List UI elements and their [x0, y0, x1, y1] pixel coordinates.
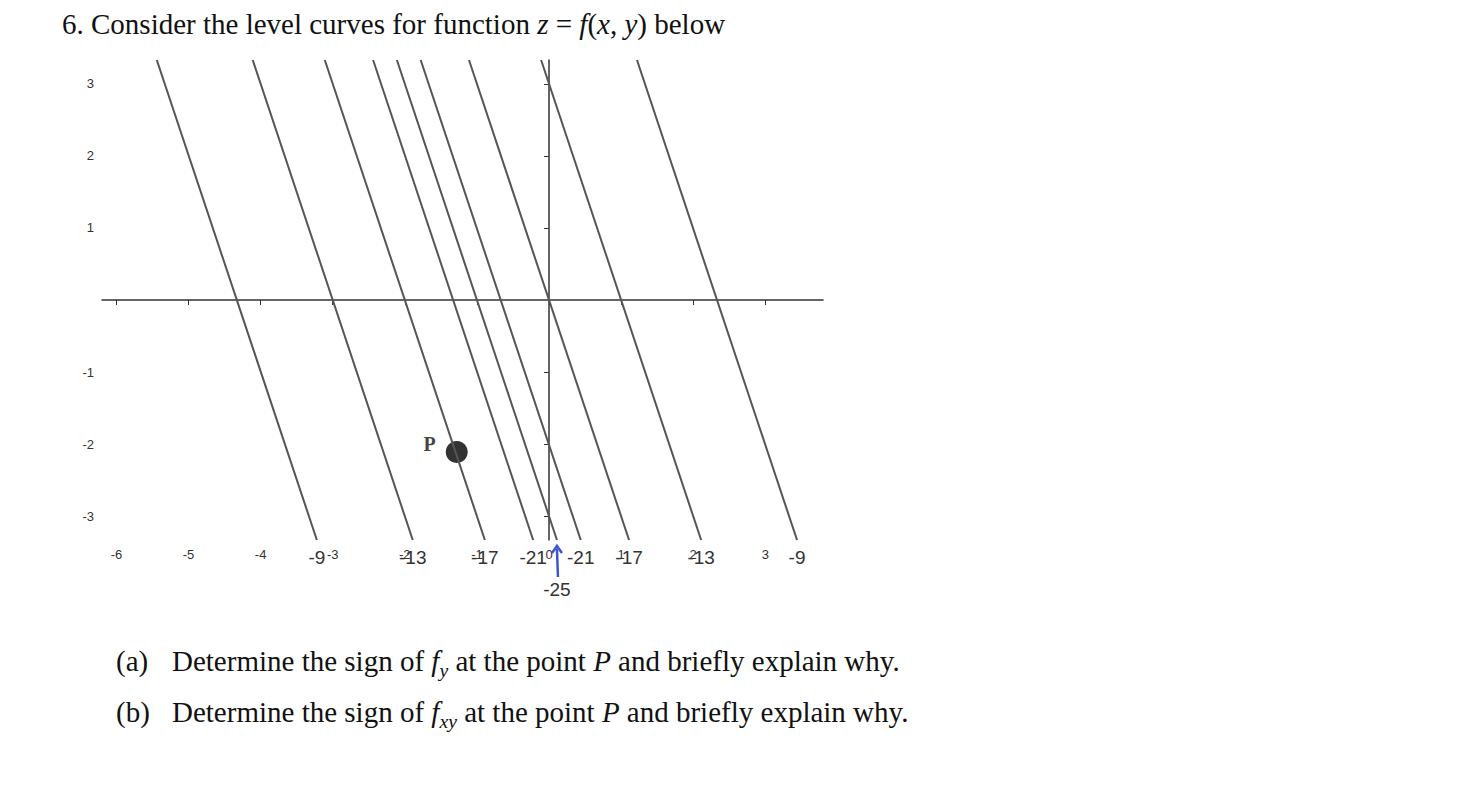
svg-text:-21: -21 [567, 547, 594, 568]
svg-text:-3: -3 [327, 547, 339, 562]
svg-text:-13: -13 [399, 547, 426, 568]
html-text:Determine the sign of fyat the: Determine the sign of fyat the point P a… [172, 645, 900, 681]
svg-text:-13: -13 [687, 547, 714, 568]
svg-text:1: 1 [87, 220, 94, 235]
svg-text:2: 2 [87, 148, 94, 163]
svg-text:-9: -9 [308, 547, 325, 568]
svg-text:P: P [424, 433, 436, 455]
svg-text:-2: -2 [82, 437, 94, 452]
svg-text:3: 3 [762, 547, 769, 562]
svg-text:-21: -21 [519, 547, 546, 568]
html-text:(a): (a) [116, 645, 149, 677]
html-text:(b): (b) [116, 696, 150, 728]
svg-text:-17: -17 [615, 547, 642, 568]
html-text:6. Consider the level curves f: 6. Consider the level curves for functio… [62, 8, 726, 40]
svg-text:-17: -17 [471, 547, 498, 568]
svg-text:-5: -5 [183, 547, 195, 562]
svg-text:3: 3 [87, 76, 94, 91]
svg-text:-9: -9 [789, 547, 806, 568]
svg-text:-4: -4 [255, 547, 267, 562]
svg-text:-1: -1 [82, 365, 94, 380]
svg-text:-3: -3 [82, 509, 94, 524]
svg-text:-25: -25 [543, 579, 570, 600]
svg-text:-6: -6 [111, 547, 123, 562]
html-text:Determine the sign of fxyat th: Determine the sign of fxyat the point P … [172, 696, 909, 732]
svg-text:0: 0 [545, 547, 553, 562]
